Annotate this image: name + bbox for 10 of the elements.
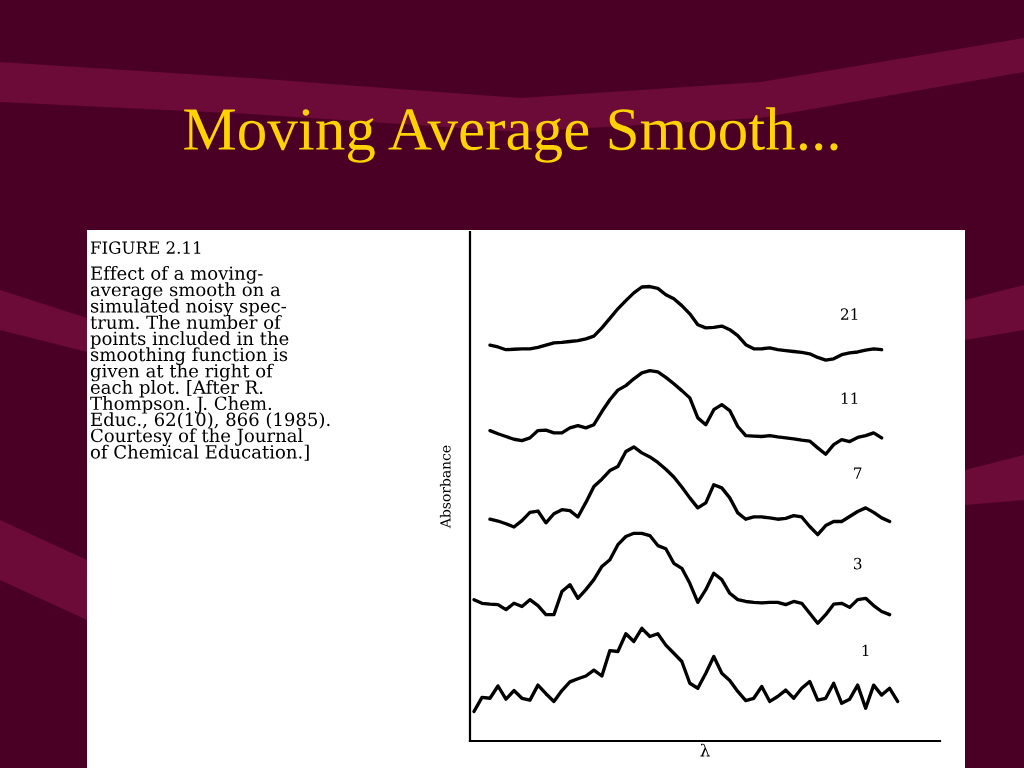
text: Effect of a moving- average smooth on a simulated noisy spec- trum. The number of points included in the smoothing function is given at the right of each plot. [After R. Thompson. J. Chem. Educ., 62(10), 866 (1985). Courtesy of the Journal of Chemical Education.] [90,266,330,461]
chart-title: Moving Average Smooth... [184,107,838,163]
series-label: 7 [854,467,862,479]
y-axis-title: Absorbance [439,445,451,529]
series-label: 3 [853,557,862,570]
text: 11 [841,392,858,404]
caption: FIGURE 2.11 [90,241,201,254]
x-axis-title: λ [700,743,710,757]
text: 21 [840,308,858,320]
series-label: 1 [862,644,869,656]
